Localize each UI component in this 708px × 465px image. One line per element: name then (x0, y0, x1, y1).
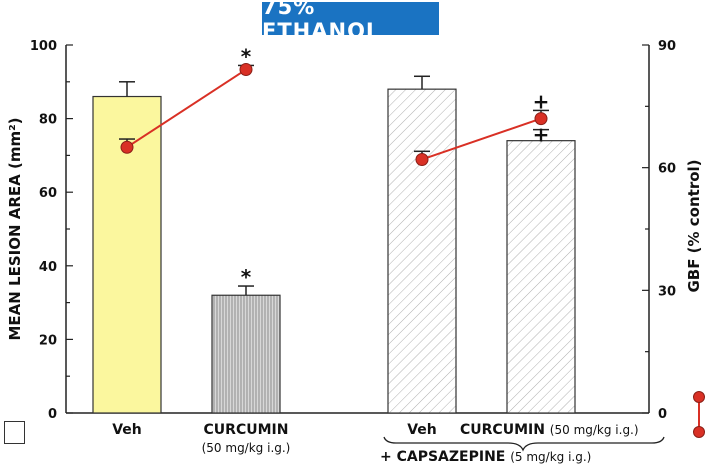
group-label-sub: (5 mg/kg i.g.) (510, 450, 591, 464)
category-label: Veh (112, 422, 142, 438)
gbf-lower-marker: + (533, 123, 550, 147)
category-label-main: CURCUMIN (460, 422, 550, 438)
bar-significance-marker: * (241, 265, 252, 289)
group-bracket (383, 436, 665, 452)
gbf-point (534, 112, 548, 126)
legend-dot-top (693, 391, 705, 403)
bar (387, 88, 457, 414)
category-labels: Veh CURCUMIN(50 mg/kg i.g.)Veh CURCUMIN (5… (112, 422, 665, 455)
right-tick-label: 90 (658, 39, 676, 54)
group-label: + CAPSAZEPINE (5 mg/kg i.g.) (380, 449, 591, 465)
gbf-point (239, 63, 253, 77)
left-tick-label: 40 (39, 260, 57, 275)
category-label: CURCUMIN (50 mg/kg i.g.) (460, 422, 639, 438)
legend-line-symbol (693, 391, 705, 438)
legend-dot-bottom (693, 426, 705, 438)
bar (506, 140, 576, 414)
right-tick-label: 60 (658, 162, 676, 177)
gbf-line-series (119, 63, 549, 166)
category-label: Veh (407, 422, 437, 438)
bar (211, 294, 281, 414)
legend-bar-swatch (4, 421, 25, 444)
bar-error-bars (119, 75, 549, 296)
group-label-main: + CAPSAZEPINE (380, 449, 510, 465)
gbf-line-segment (421, 117, 542, 161)
category-sublabel: (50 mg/kg i.g.) (550, 423, 639, 437)
gbf-significance-marker: + (533, 89, 550, 113)
left-tick-label: 60 (39, 186, 57, 201)
right-tick-label: 30 (658, 284, 676, 299)
gbf-point (120, 140, 134, 154)
gbf-significance-marker: * (241, 44, 252, 68)
gbf-line-segment (126, 68, 247, 149)
right-axis-title: GBF (% control) (685, 159, 703, 292)
bars-group (92, 88, 576, 414)
left-tick-label: 100 (30, 39, 57, 54)
gbf-point (415, 152, 429, 166)
category-sublabel: (50 mg/kg i.g.) (202, 441, 291, 455)
right-tick-label: 0 (658, 407, 667, 422)
left-axis-title: MEAN LESION AREA (mm²) (6, 117, 24, 340)
left-tick-label: 0 (48, 407, 57, 422)
left-tick-label: 20 (39, 333, 57, 348)
axes-group: 0 20 40 60 80 100 0 30 60 90 (30, 39, 676, 422)
significance-markers: * * + + (241, 44, 550, 289)
category-label: CURCUMIN (204, 422, 289, 438)
left-tick-label: 80 (39, 113, 57, 128)
